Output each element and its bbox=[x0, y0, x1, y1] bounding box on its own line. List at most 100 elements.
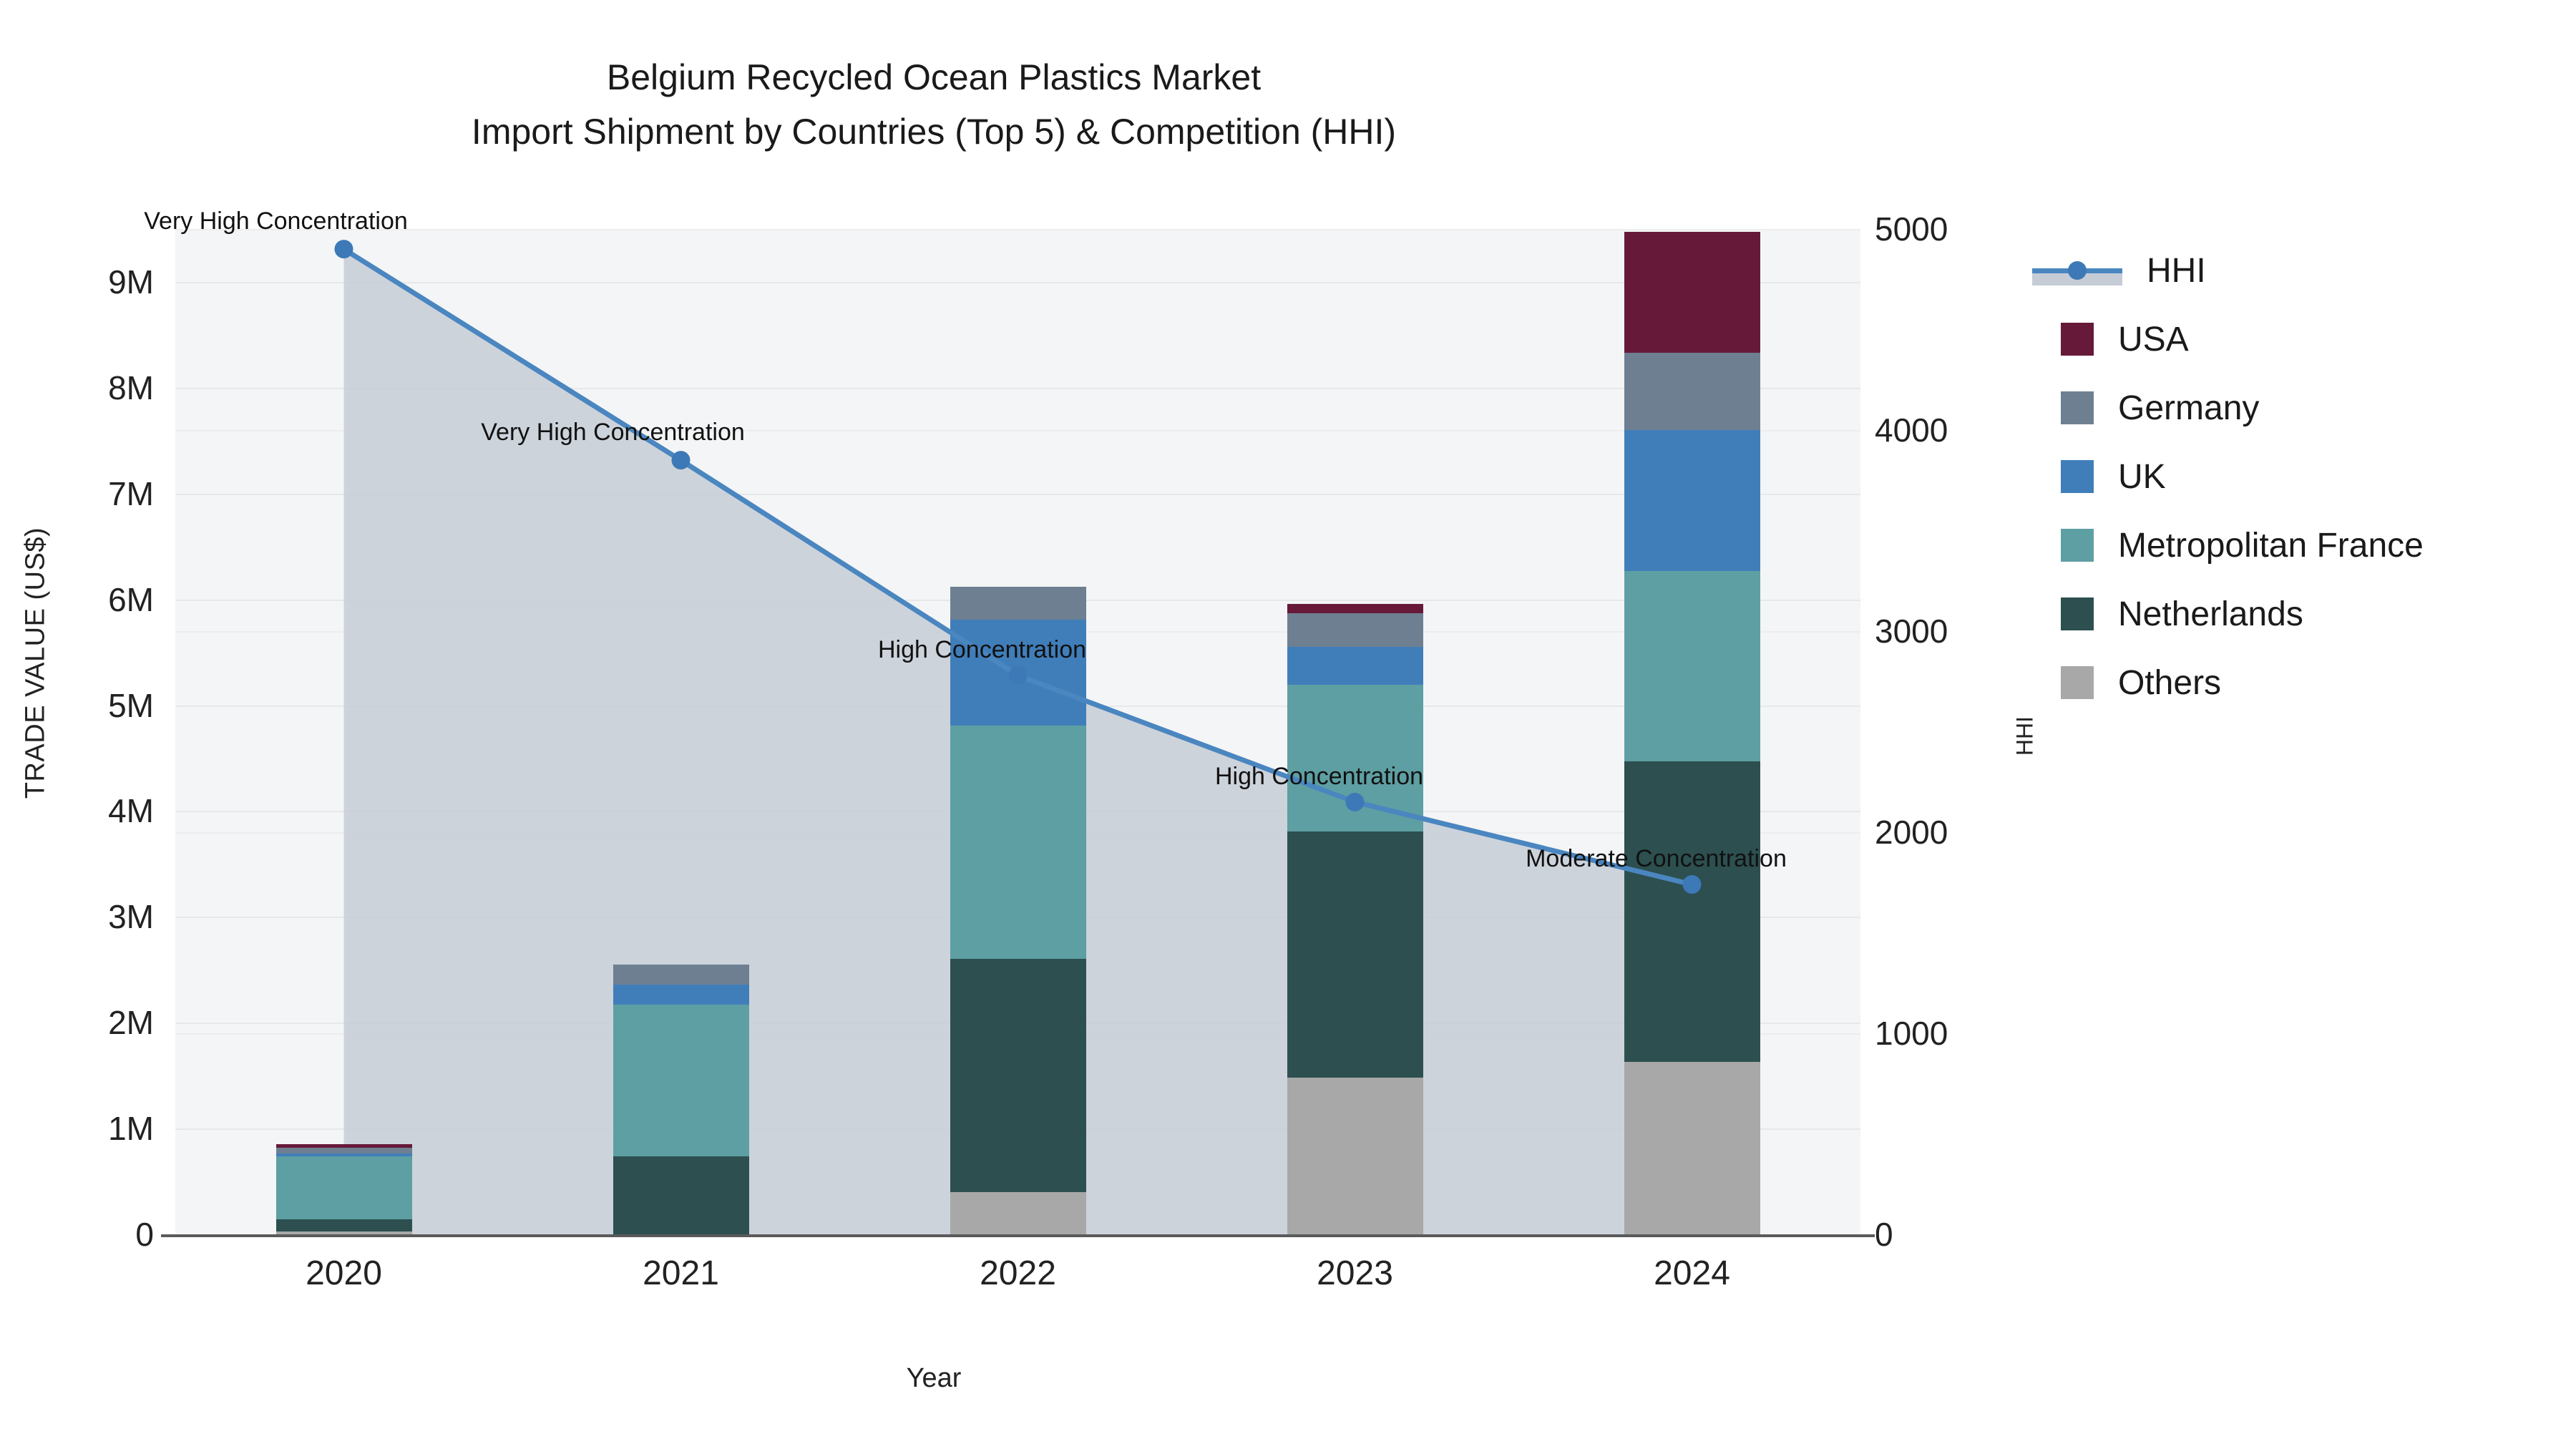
y-tick-left-3M: 3M bbox=[108, 898, 154, 936]
hhi-annotation-2020: Very High Concentration bbox=[144, 208, 408, 235]
bar-segment-2024-usa[interactable] bbox=[1624, 232, 1760, 353]
y-axis-right-title: HHI bbox=[2011, 716, 2038, 756]
legend-label: USA bbox=[2118, 320, 2189, 358]
legend-swatch-usa bbox=[2061, 323, 2094, 356]
x-tick-2020[interactable]: 2020 bbox=[306, 1254, 382, 1292]
hhi-line-series bbox=[334, 240, 1702, 894]
y-tick-right-3000: 3000 bbox=[1875, 613, 1948, 650]
hhi-point-2021[interactable] bbox=[671, 451, 691, 470]
bar-segment-2020-others[interactable] bbox=[275, 1231, 412, 1234]
y-tick-left-9M: 9M bbox=[108, 263, 154, 301]
chart-title: Belgium Recycled Ocean Plastics Market I… bbox=[0, 50, 1868, 159]
hhi-annotation-2022: High Concentration bbox=[877, 635, 1087, 663]
hhi-line bbox=[342, 247, 1693, 887]
bar-segment-2021-germany[interactable] bbox=[613, 964, 749, 985]
bar-segment-2020-netherlands[interactable] bbox=[275, 1219, 412, 1231]
bar-segment-2024-others[interactable] bbox=[1624, 1061, 1760, 1234]
bar-segment-2020-usa[interactable] bbox=[275, 1144, 412, 1148]
gridline-right-4000 bbox=[175, 430, 1860, 431]
bar-segment-2022-metropolitan-france[interactable] bbox=[950, 725, 1086, 960]
chart-title-line-2: Import Shipment by Countries (Top 5) & C… bbox=[471, 112, 1397, 152]
y-tick-right-5000: 5000 bbox=[1875, 210, 1948, 248]
gridline-right-5000 bbox=[175, 229, 1860, 230]
hhi-point-2024[interactable] bbox=[1682, 875, 1702, 894]
legend-swatch-metropolitan-france bbox=[2061, 529, 2094, 562]
legend-item-usa[interactable]: USA bbox=[2061, 305, 2576, 374]
bar-group-2020[interactable] bbox=[275, 229, 412, 1234]
bar-segment-2020-germany[interactable] bbox=[275, 1147, 412, 1153]
hhi-point-2020[interactable] bbox=[334, 240, 353, 259]
y-tick-left-0: 0 bbox=[135, 1216, 154, 1253]
legend-item-netherlands[interactable]: Netherlands bbox=[2061, 580, 2576, 648]
legend-item-others[interactable]: Others bbox=[2061, 648, 2576, 717]
legend-label: Germany bbox=[2118, 389, 2260, 427]
bar-segment-2022-others[interactable] bbox=[950, 1191, 1086, 1234]
bar-segment-2021-metropolitan-france[interactable] bbox=[613, 1005, 749, 1156]
legend-swatch-others bbox=[2061, 666, 2094, 699]
y-tick-left-4M: 4M bbox=[108, 792, 154, 830]
bar-segment-2020-uk[interactable] bbox=[275, 1153, 412, 1156]
y-tick-left-5M: 5M bbox=[108, 686, 154, 724]
y-axis-right: 0 1000 2000 3000 4000 5000 bbox=[1875, 0, 2061, 1449]
bar-group-2022[interactable] bbox=[950, 229, 1086, 1234]
bar-segment-2024-uk[interactable] bbox=[1624, 430, 1760, 571]
legend-label: HHI bbox=[2147, 251, 2206, 290]
bar-segment-2024-netherlands[interactable] bbox=[1624, 761, 1760, 1062]
y-tick-right-4000: 4000 bbox=[1875, 411, 1948, 449]
legend-label: Others bbox=[2118, 663, 2222, 702]
x-tick-2022[interactable]: 2022 bbox=[980, 1254, 1056, 1292]
bar-group-2021[interactable] bbox=[613, 229, 749, 1234]
bar-segment-2024-metropolitan-france[interactable] bbox=[1624, 570, 1760, 761]
y-tick-right-2000: 2000 bbox=[1875, 814, 1948, 851]
y-tick-left-2M: 2M bbox=[108, 1004, 154, 1042]
x-tick-2021[interactable]: 2021 bbox=[643, 1254, 719, 1292]
bar-segment-2021-netherlands[interactable] bbox=[613, 1156, 749, 1234]
legend-line-dot bbox=[2068, 261, 2087, 280]
hhi-annotation-2023: High Concentration bbox=[1214, 762, 1424, 790]
legend-swatch-uk bbox=[2061, 460, 2094, 493]
x-axis-line bbox=[161, 1234, 1875, 1237]
y-tick-left-7M: 7M bbox=[108, 474, 154, 512]
plot-area bbox=[175, 229, 1860, 1236]
chart-title-line-1: Belgium Recycled Ocean Plastics Market bbox=[606, 57, 1262, 97]
gridline-left-7M bbox=[175, 493, 1860, 495]
bar-segment-2023-netherlands[interactable] bbox=[1287, 831, 1423, 1078]
legend-item-metropolitan-france[interactable]: Metropolitan France bbox=[2061, 511, 2576, 580]
bar-segment-2023-others[interactable] bbox=[1287, 1078, 1423, 1234]
bar-group-2024[interactable] bbox=[1624, 229, 1760, 1234]
hhi-point-2023[interactable] bbox=[1345, 792, 1365, 811]
hhi-annotation-2024: Moderate Concentration bbox=[1526, 845, 1787, 873]
legend: HHI USA Germany UK Metropolitan France Nether… bbox=[2032, 236, 2576, 717]
y-axis-left-title: TRADE VALUE (US$) bbox=[20, 527, 51, 799]
x-tick-2024[interactable]: 2024 bbox=[1654, 1254, 1730, 1292]
gridline-left-9M bbox=[175, 281, 1860, 283]
hhi-point-2022[interactable] bbox=[1008, 665, 1028, 685]
bar-segment-2020-metropolitan-france[interactable] bbox=[275, 1156, 412, 1220]
bar-segment-2024-germany[interactable] bbox=[1624, 353, 1760, 430]
hhi-annotation-2021: Very High Concentration bbox=[481, 419, 745, 447]
bar-segment-2023-usa[interactable] bbox=[1287, 603, 1423, 613]
legend-label: UK bbox=[2118, 457, 2166, 496]
y-tick-left-8M: 8M bbox=[108, 369, 154, 406]
bar-segment-2023-germany[interactable] bbox=[1287, 613, 1423, 648]
y-axis-left: 0 1M 2M 3M 4M 5M 6M 7M 8M 9M bbox=[0, 0, 154, 1449]
legend-label: Netherlands bbox=[2118, 595, 2303, 633]
gridline-left-8M bbox=[175, 387, 1860, 389]
bar-segment-2021-uk[interactable] bbox=[613, 984, 749, 1005]
bar-segment-2023-uk[interactable] bbox=[1287, 647, 1423, 686]
legend-label: Metropolitan France bbox=[2118, 526, 2424, 565]
legend-item-uk[interactable]: UK bbox=[2061, 442, 2576, 511]
x-axis-title: Year bbox=[906, 1363, 962, 1393]
y-tick-right-1000: 1000 bbox=[1875, 1015, 1948, 1052]
legend-item-hhi[interactable]: HHI bbox=[2032, 236, 2576, 305]
legend-swatch-netherlands bbox=[2061, 597, 2094, 630]
legend-line-icon bbox=[2032, 254, 2122, 287]
x-tick-2023[interactable]: 2023 bbox=[1317, 1254, 1393, 1292]
y-axis-zero-tick bbox=[161, 1234, 175, 1237]
legend-swatch-germany bbox=[2061, 391, 2094, 424]
y-tick-left-1M: 1M bbox=[108, 1110, 154, 1148]
legend-item-germany[interactable]: Germany bbox=[2061, 374, 2576, 442]
bar-segment-2022-netherlands[interactable] bbox=[950, 959, 1086, 1192]
bar-segment-2022-germany[interactable] bbox=[950, 586, 1086, 620]
